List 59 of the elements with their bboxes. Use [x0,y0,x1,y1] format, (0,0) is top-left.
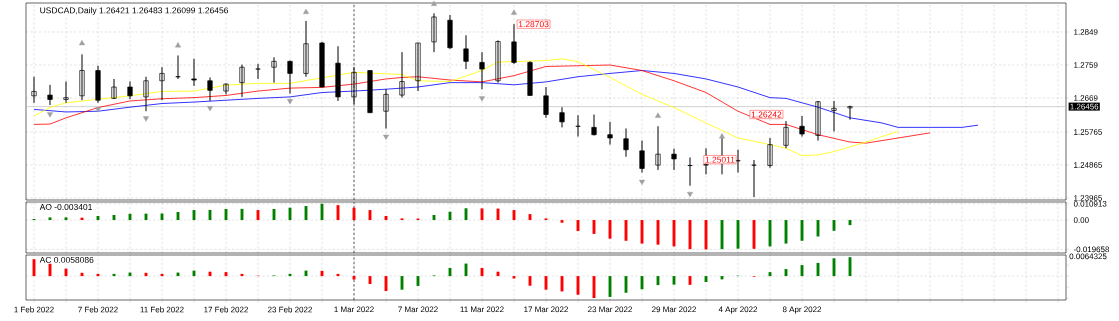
candlestick [191,58,197,87]
annotation: 1.26242 [751,111,782,118]
candlestick [255,63,261,80]
candlestick [239,64,245,98]
candlestick [79,53,85,101]
point [287,99,293,105]
point [431,0,437,6]
point [303,8,309,14]
candlestick [815,100,821,142]
line-series [33,58,899,157]
chart-title: USDCAD,Daily 1.26421 1.26483 1.26099 1.26456 [40,7,229,16]
candlestick [63,81,69,104]
candlestick [543,86,549,119]
candlestick [799,115,805,138]
candlestick [287,60,293,95]
point [639,179,645,186]
point [47,112,53,118]
candlestick [383,88,389,129]
candlestick [511,23,517,65]
point [719,133,725,139]
candlestick [303,20,309,78]
candlestick [207,76,213,102]
candlestick [463,34,469,70]
point [95,107,101,113]
candlestick [767,137,773,169]
candlestick [639,140,645,173]
candlestick [431,12,437,53]
candlestick [143,76,149,112]
point [655,112,661,118]
point [383,134,389,140]
candlestick [159,66,165,101]
annotation: 1.25011 [705,156,735,163]
chart-title: AC 0.0058086 [39,256,94,263]
candlestick [623,127,629,158]
annotation: 1.28703 [518,21,549,28]
candlestick [271,56,277,84]
point [511,9,517,15]
candlestick [495,39,501,84]
chart-title: AO -0.003401 [39,203,92,210]
point [479,96,485,102]
candlestick [671,148,677,171]
candlestick [111,78,117,100]
candlestick [655,125,661,171]
candlestick [607,121,613,146]
candlestick [223,82,229,95]
candlestick [399,51,405,99]
candlestick [415,42,421,92]
candlestick [47,84,53,106]
candlestick [831,100,837,132]
point [207,106,213,112]
point [143,116,149,122]
point [687,191,693,198]
point [79,39,85,46]
candlestick [559,106,565,128]
candlestick [847,105,853,121]
candlestick [31,76,37,104]
candlestick [479,51,485,90]
point [175,42,181,48]
candlestick [783,120,789,149]
